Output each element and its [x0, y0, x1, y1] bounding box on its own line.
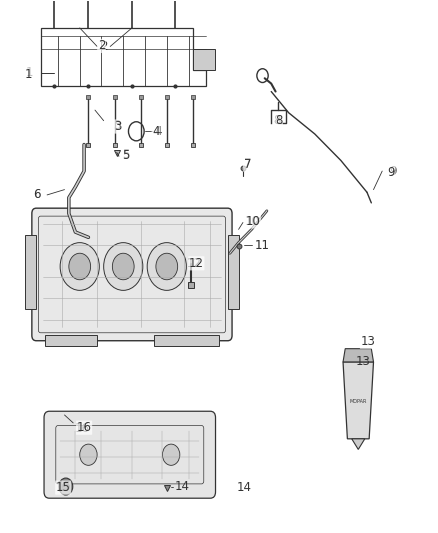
- Circle shape: [69, 253, 91, 280]
- Polygon shape: [45, 335, 97, 346]
- Text: 7: 7: [244, 157, 251, 169]
- Text: 15: 15: [56, 481, 71, 494]
- Polygon shape: [343, 349, 374, 362]
- Circle shape: [80, 444, 97, 465]
- Text: 7: 7: [244, 158, 251, 171]
- Circle shape: [156, 253, 178, 280]
- Text: 11: 11: [254, 239, 269, 252]
- Text: 9: 9: [389, 165, 397, 177]
- Text: 16: 16: [74, 422, 89, 435]
- Text: 14: 14: [174, 480, 190, 493]
- Text: 5: 5: [123, 149, 130, 161]
- FancyBboxPatch shape: [32, 208, 232, 341]
- Circle shape: [147, 243, 186, 290]
- Text: 3: 3: [114, 120, 122, 133]
- Text: 2: 2: [98, 39, 105, 52]
- Polygon shape: [228, 235, 239, 309]
- Text: 1: 1: [26, 67, 33, 79]
- Text: 12: 12: [189, 257, 204, 270]
- Polygon shape: [25, 235, 36, 309]
- Circle shape: [162, 444, 180, 465]
- Text: 2: 2: [100, 40, 107, 53]
- Circle shape: [113, 253, 134, 280]
- Text: 6: 6: [33, 188, 41, 201]
- Text: 4: 4: [152, 125, 159, 139]
- Text: 16: 16: [77, 421, 92, 434]
- Text: 9: 9: [388, 166, 395, 179]
- Polygon shape: [352, 439, 365, 449]
- Text: 14: 14: [237, 481, 252, 494]
- Text: 10: 10: [244, 215, 259, 228]
- Polygon shape: [343, 362, 374, 439]
- Text: 1: 1: [25, 68, 32, 80]
- Text: 12: 12: [186, 257, 201, 270]
- Circle shape: [62, 482, 69, 491]
- Text: 6: 6: [33, 189, 41, 201]
- Text: 15: 15: [56, 480, 71, 493]
- Text: 8: 8: [273, 114, 280, 127]
- Polygon shape: [154, 335, 219, 346]
- Text: 13: 13: [360, 335, 375, 348]
- Ellipse shape: [75, 237, 97, 248]
- FancyBboxPatch shape: [44, 411, 215, 498]
- Text: 8: 8: [275, 114, 283, 127]
- Circle shape: [60, 243, 99, 290]
- Text: 13: 13: [355, 356, 370, 368]
- Circle shape: [59, 478, 73, 495]
- Polygon shape: [193, 49, 215, 70]
- Text: 3: 3: [113, 119, 120, 133]
- Text: 10: 10: [246, 215, 260, 228]
- Text: 5: 5: [122, 148, 129, 160]
- Text: 4: 4: [154, 125, 162, 138]
- Text: MOPAR: MOPAR: [350, 399, 367, 404]
- Text: 11: 11: [255, 239, 270, 252]
- Circle shape: [104, 243, 143, 290]
